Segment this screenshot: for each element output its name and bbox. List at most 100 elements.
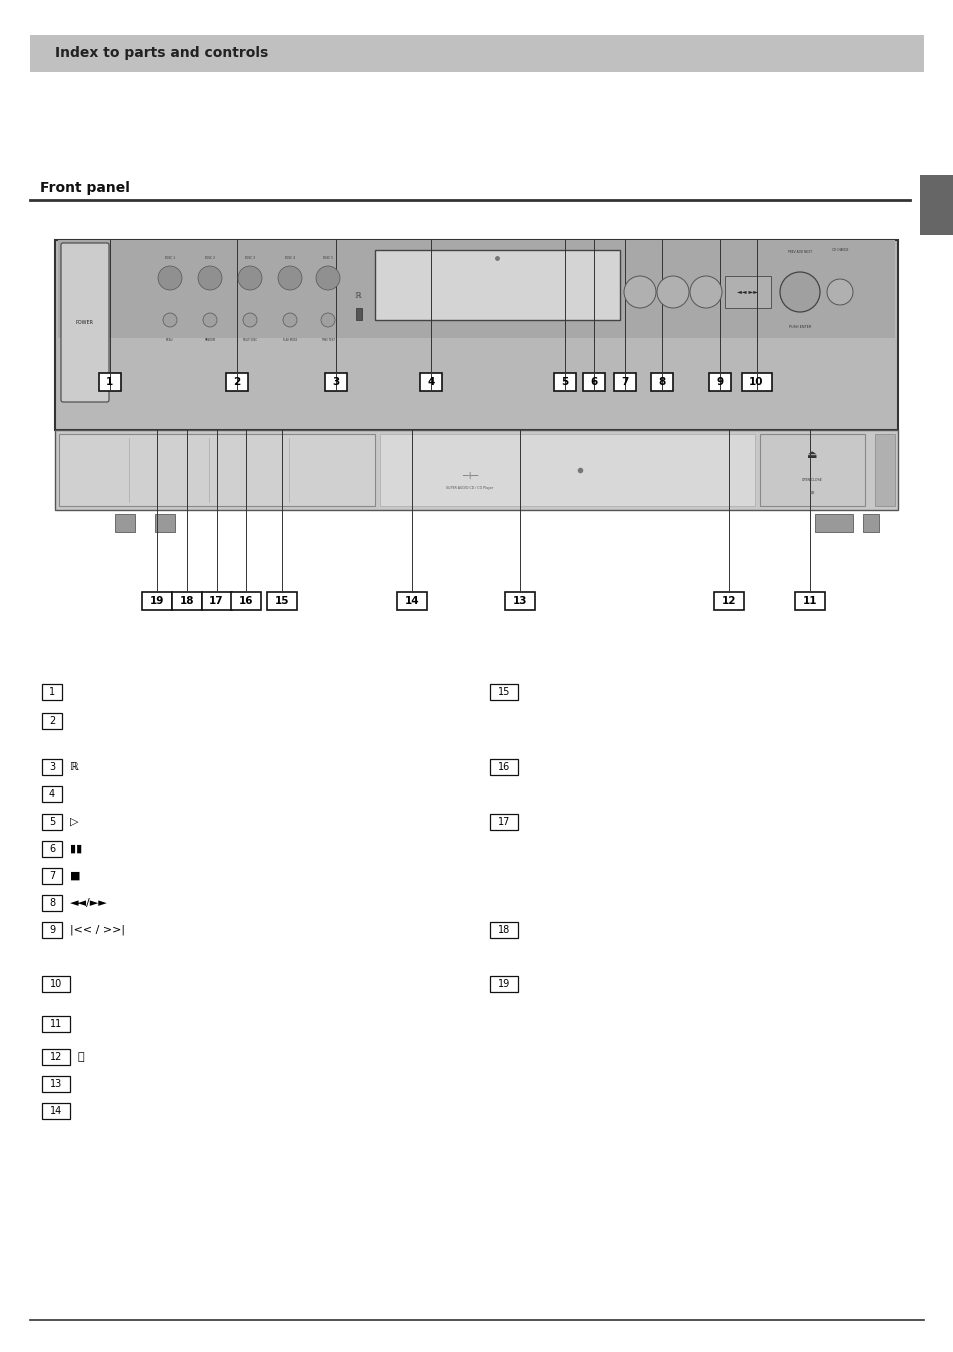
Bar (154, 514, 174, 531)
Text: 6: 6 (49, 844, 55, 854)
Text: ⨽: ⨽ (78, 1052, 85, 1063)
Text: 9: 9 (716, 377, 723, 387)
Text: 16: 16 (497, 763, 510, 772)
Text: MULTI DISC: MULTI DISC (243, 338, 256, 342)
Text: |<< / >>|: |<< / >>| (70, 925, 125, 936)
Bar (490, 814, 517, 830)
Circle shape (315, 266, 339, 289)
Circle shape (623, 276, 656, 308)
Circle shape (780, 272, 820, 312)
Text: ■: ■ (700, 287, 710, 297)
Circle shape (158, 266, 182, 289)
Text: ▮▮: ▮▮ (70, 844, 82, 854)
Text: PUSH ENTER: PUSH ENTER (788, 324, 810, 329)
Bar (42, 1103, 70, 1119)
Bar (42, 713, 62, 729)
Bar (650, 373, 673, 391)
Bar (708, 373, 731, 391)
Text: ━━╋━━: ━━╋━━ (461, 472, 477, 479)
Text: 5: 5 (49, 817, 55, 827)
Bar (375, 250, 619, 320)
Text: 4: 4 (49, 790, 55, 799)
Bar (42, 976, 70, 992)
Bar (814, 514, 852, 531)
Bar (42, 922, 62, 938)
Bar (115, 514, 135, 531)
Text: ▷: ▷ (70, 817, 78, 827)
Text: 8: 8 (658, 377, 665, 387)
Text: 13: 13 (50, 1079, 62, 1088)
Bar (874, 434, 894, 506)
Bar (613, 373, 636, 391)
Text: DISC 4: DISC 4 (285, 256, 294, 260)
Bar (42, 758, 62, 775)
Text: PLAY MODE: PLAY MODE (283, 338, 296, 342)
Text: ■: ■ (70, 871, 80, 882)
Bar (42, 895, 62, 911)
Text: 8: 8 (49, 898, 55, 909)
Text: RANDOM: RANDOM (204, 338, 215, 342)
Bar (42, 814, 62, 830)
Bar (490, 976, 517, 992)
Text: 10: 10 (50, 979, 62, 990)
Text: CD CHANGE: CD CHANGE (831, 247, 847, 251)
Bar (225, 373, 248, 391)
Circle shape (826, 279, 852, 306)
Text: 6: 6 (590, 377, 598, 387)
Text: 7: 7 (49, 871, 55, 882)
Bar (42, 841, 62, 857)
Text: 15: 15 (274, 596, 290, 606)
Bar (55, 241, 897, 430)
Bar (504, 592, 535, 610)
Text: DISC 1: DISC 1 (165, 256, 174, 260)
Text: 18: 18 (497, 925, 510, 936)
Bar (42, 684, 62, 700)
Bar (582, 373, 605, 391)
Text: ⏏: ⏏ (806, 450, 817, 460)
Text: SUPER AUDIO CD / CD Player: SUPER AUDIO CD / CD Player (446, 485, 493, 489)
Text: 17: 17 (209, 596, 224, 606)
Bar (862, 514, 878, 531)
Bar (30, 35, 923, 72)
Bar (42, 1049, 70, 1065)
Bar (231, 592, 261, 610)
Text: 12: 12 (720, 596, 736, 606)
Circle shape (198, 266, 222, 289)
Text: 14: 14 (50, 1106, 62, 1115)
Text: OPEN/CLOSE: OPEN/CLOSE (801, 479, 821, 483)
Text: 19: 19 (497, 979, 510, 990)
Bar (490, 684, 517, 700)
Text: ℝ: ℝ (70, 763, 79, 772)
Circle shape (243, 314, 256, 327)
Text: POWER: POWER (76, 319, 94, 324)
Text: 12: 12 (50, 1052, 62, 1063)
Text: Front panel: Front panel (40, 181, 130, 195)
Text: DISC 5: DISC 5 (323, 256, 333, 260)
Text: 7: 7 (620, 377, 628, 387)
Bar (553, 373, 576, 391)
Text: 17: 17 (497, 817, 510, 827)
Bar (713, 592, 743, 610)
Text: 13: 13 (512, 596, 527, 606)
Circle shape (689, 276, 721, 308)
Text: DISC 2: DISC 2 (205, 256, 214, 260)
Text: 18: 18 (179, 596, 194, 606)
Bar (55, 430, 897, 510)
Bar (355, 308, 361, 320)
Text: DISC 3: DISC 3 (245, 256, 254, 260)
Text: ◄◄ ►►: ◄◄ ►► (737, 289, 758, 295)
Circle shape (163, 314, 177, 327)
Circle shape (283, 314, 296, 327)
Text: 1: 1 (106, 377, 113, 387)
Bar (396, 592, 427, 610)
FancyBboxPatch shape (61, 243, 109, 402)
Text: ℝ: ℝ (355, 291, 361, 300)
Text: 11: 11 (50, 1019, 62, 1029)
Bar (324, 373, 347, 391)
Text: TIME/ TEXT: TIME/ TEXT (320, 338, 335, 342)
Bar (740, 373, 771, 391)
Text: 14: 14 (404, 596, 419, 606)
Bar (42, 1015, 70, 1032)
Text: MENU: MENU (166, 338, 173, 342)
Bar (490, 758, 517, 775)
